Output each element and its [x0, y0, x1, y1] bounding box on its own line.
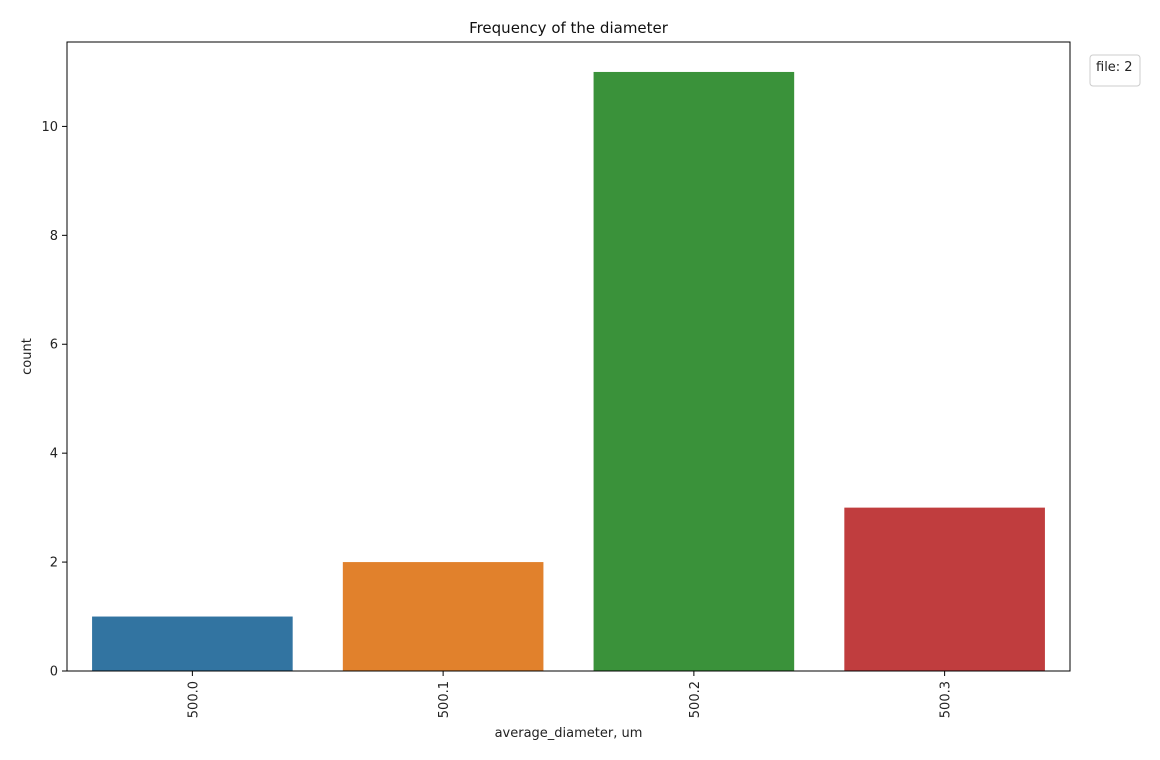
y-tick-label: 10 [41, 120, 58, 135]
legend-box [1089, 54, 1141, 87]
x-axis-label: average_diameter, um [495, 726, 643, 741]
y-tick-label: 4 [50, 447, 58, 462]
x-tick-label: 500.1 [437, 681, 452, 718]
bar-500.2 [593, 71, 795, 671]
legend-title: file: 2 [1096, 60, 1133, 75]
y-axis-label: count [20, 338, 35, 375]
bars [92, 71, 1045, 671]
x-tick-label: 500.2 [688, 681, 703, 718]
bar-500.0 [92, 616, 293, 671]
y-tick-label: 6 [50, 338, 58, 353]
x-axis: 500.0 500.1 500.2 500.3 [186, 671, 954, 718]
y-tick-label: 2 [50, 556, 58, 571]
x-tick-label: 500.0 [186, 681, 201, 718]
chart-title: Frequency of the diameter [469, 19, 669, 37]
bar-500.1 [342, 562, 544, 671]
bar-500.3 [844, 507, 1045, 671]
y-tick-label: 8 [50, 229, 58, 244]
y-tick-label: 0 [50, 665, 58, 680]
legend: file: 2 [1089, 54, 1141, 87]
plot-frame [66, 41, 1071, 672]
y-axis: 0 2 4 6 8 10 [41, 120, 67, 680]
x-tick-label: 500.3 [939, 681, 954, 718]
